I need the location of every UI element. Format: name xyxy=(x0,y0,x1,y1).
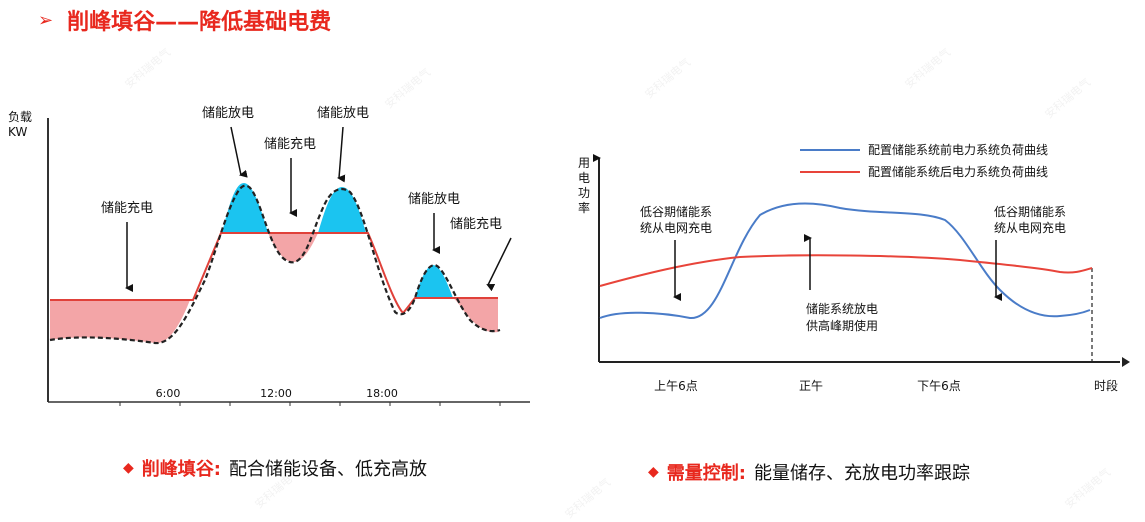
arrow-charge-3 xyxy=(486,237,512,292)
watermark: 安科瑞电气 xyxy=(122,45,174,92)
annotation-right-line-2: 统从电网充电 xyxy=(994,220,1066,235)
caption-demand-control-text: 能量储存、充放电功率跟踪 xyxy=(753,463,970,484)
left-y-axis-label-2: KW xyxy=(8,125,27,139)
page-title-text: 削峰填谷——降低基础电费 xyxy=(67,10,332,35)
annotation-discharge-2: 储能放电 xyxy=(317,106,369,121)
right-x-tick-label: 正午 xyxy=(799,379,823,393)
annotation-left-line-2: 统从电网充电 xyxy=(640,220,712,235)
left-x-tick-label: 18:00 xyxy=(366,387,398,400)
right-x-axis-arrow xyxy=(1122,357,1130,367)
annotation-charge-1: 储能充电 xyxy=(101,200,153,216)
caption-demand-control: ◆ 需量控制: 能量储存、充放电功率跟踪 xyxy=(648,459,970,485)
right-x-axis-label: 时段 xyxy=(1094,378,1118,393)
bullet-arrow-icon: ➢ xyxy=(38,9,54,31)
caption-peak-shaving-title: 削峰填谷: xyxy=(141,459,221,480)
caption-peak-shaving-text: 配合储能设备、低充高放 xyxy=(228,459,427,480)
after-storage-curve xyxy=(599,254,1093,287)
annotation-left-line-1: 低谷期储能系 xyxy=(640,204,712,219)
watermark: 安科瑞电气 xyxy=(1042,75,1094,122)
before-storage-curve xyxy=(599,202,1091,320)
diamond-icon: ◆ xyxy=(123,460,134,476)
annotation-charge-2: 储能充电 xyxy=(264,136,316,152)
left-x-tick-label: 12:00 xyxy=(260,387,292,400)
discharge-region-1 xyxy=(222,183,268,233)
charge-region-2 xyxy=(268,233,318,262)
charge-region-3 xyxy=(453,298,498,333)
right-y-axis-label: 用 xyxy=(578,156,590,170)
demand-control-diagram: 用 电 功 率 配置储能系统前电力系统负荷曲线 配置储能系统后电力系统负荷曲线 … xyxy=(578,142,1130,393)
right-y-axis-label: 电 xyxy=(578,171,590,185)
annotation-charge-3: 储能充电 xyxy=(450,216,502,232)
watermark: 安科瑞电气 xyxy=(902,45,954,92)
watermark: 安科瑞电气 xyxy=(1062,465,1114,512)
watermark: 安科瑞电气 xyxy=(562,475,614,522)
annotation-discharge-3: 储能放电 xyxy=(408,192,460,207)
page-title: ➢ 削峰填谷——降低基础电费 xyxy=(38,4,331,36)
diamond-icon: ◆ xyxy=(648,464,659,480)
discharge-region-2 xyxy=(318,187,366,233)
watermark: 安科瑞电气 xyxy=(642,55,694,102)
caption-peak-shaving: ◆ 削峰填谷: 配合储能设备、低充高放 xyxy=(123,455,427,481)
legend-red-label: 配置储能系统后电力系统负荷曲线 xyxy=(868,164,1048,179)
peak-shaving-diagram: 负载 KW 6:00 12:00 18:00 储能充电 储能放电 储能充电 储能… xyxy=(8,106,530,406)
right-y-axis-label: 功 xyxy=(578,186,590,200)
arrow-discharge-1 xyxy=(230,126,248,178)
annotation-center-line-1: 储能系统放电 xyxy=(806,301,878,316)
annotation-discharge-1: 储能放电 xyxy=(202,106,254,121)
left-x-tick-marks xyxy=(119,402,501,406)
left-x-tick-label: 6:00 xyxy=(156,387,181,400)
right-y-axis-label: 率 xyxy=(578,200,590,215)
right-x-tick-label: 下午6点 xyxy=(917,379,961,393)
caption-demand-control-title: 需量控制: xyxy=(666,463,746,484)
annotation-right-line-1: 低谷期储能系 xyxy=(994,204,1066,219)
legend-blue-label: 配置储能系统前电力系统负荷曲线 xyxy=(868,142,1048,157)
left-y-axis-label-1: 负载 xyxy=(8,110,32,124)
right-x-tick-label: 上午6点 xyxy=(654,379,698,393)
annotation-center-line-2: 供高峰期使用 xyxy=(806,318,878,333)
arrow-discharge-2 xyxy=(337,126,346,183)
charge-region-1 xyxy=(50,300,190,344)
